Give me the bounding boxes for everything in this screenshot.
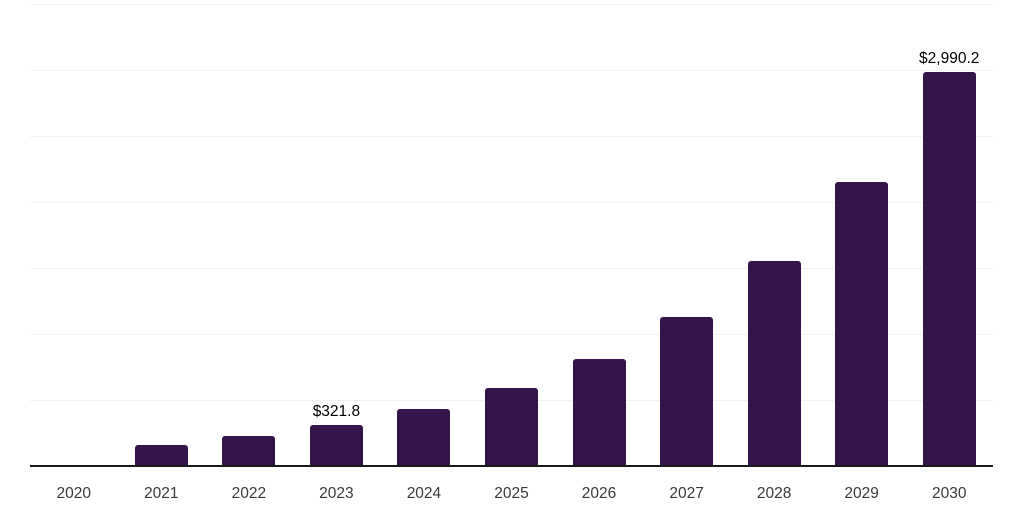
bar-2023 [309, 424, 363, 467]
x-tick-2021: 2021 [144, 485, 179, 502]
x-tick-2024: 2024 [406, 485, 442, 502]
data-label-2023: $321.8 [312, 402, 361, 420]
gridline-2500 [30, 136, 993, 137]
bar-2025 [485, 387, 538, 467]
bar-2022 [222, 435, 276, 467]
gridline-2000 [30, 202, 993, 203]
x-tick-2026: 2026 [581, 485, 617, 502]
x-tick-2030: 2030 [931, 485, 967, 502]
bar-2027 [660, 317, 714, 467]
x-tick-2029: 2029 [844, 485, 879, 502]
data-label-2030: $2,990.2 [919, 50, 980, 68]
bar-2028 [747, 261, 801, 467]
bar-2024 [397, 408, 451, 467]
gridline-1000 [30, 334, 993, 335]
gridline-3500 [30, 4, 993, 5]
bar-2029 [835, 181, 889, 467]
x-tick-2023: 2023 [319, 485, 354, 502]
x-tick-2027: 2027 [669, 485, 704, 502]
x-tick-2025: 2025 [494, 485, 529, 502]
bar-2026 [572, 358, 626, 467]
gridline-1500 [30, 268, 993, 269]
x-axis-line [30, 465, 993, 467]
bar-2021 [134, 444, 188, 467]
bar-2030 [922, 72, 976, 467]
x-tick-2028: 2028 [756, 485, 792, 502]
x-tick-2020: 2020 [56, 485, 91, 502]
x-tick-2022: 2022 [231, 485, 267, 502]
gridline-3000 [30, 70, 993, 71]
